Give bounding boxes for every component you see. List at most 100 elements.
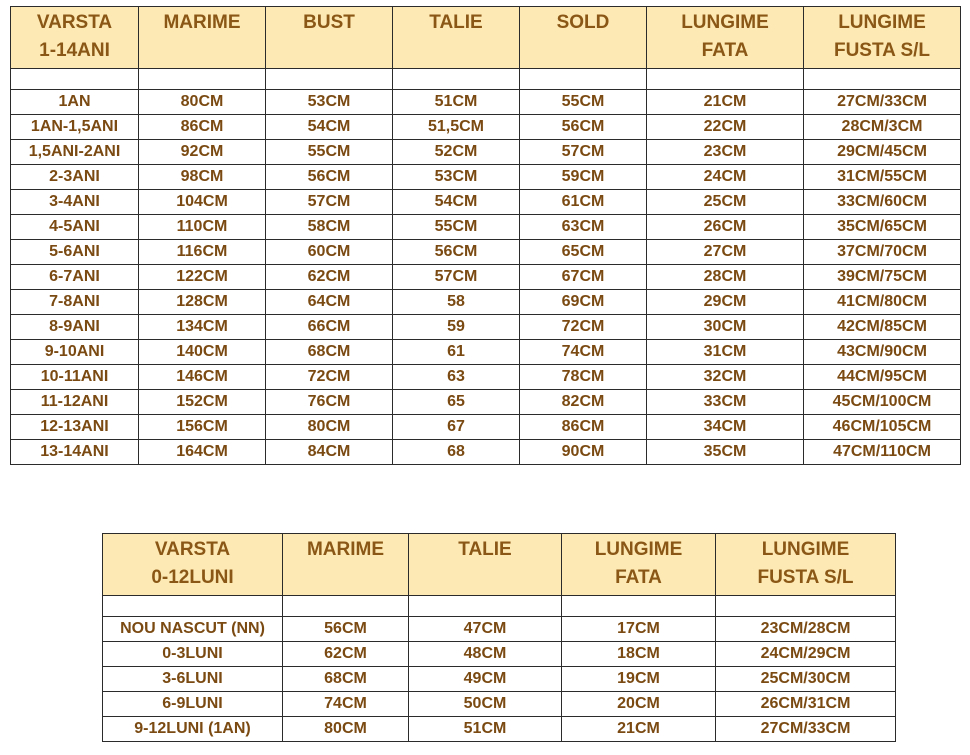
table-cell: 19CM	[561, 666, 716, 692]
table-cell: 57CM	[519, 139, 647, 165]
table-cell: 22CM	[646, 114, 804, 140]
empty-cell	[519, 68, 647, 90]
table-cell: 61CM	[519, 189, 647, 215]
table-cell: 59	[392, 314, 520, 340]
table-cell: 1AN	[10, 89, 139, 115]
table-cell: 56CM	[282, 616, 409, 642]
column-header-line: 0-12LUNI	[151, 567, 234, 588]
table-cell: 25CM	[646, 189, 804, 215]
table-row: 7-8ANI 128CM 64CM 58 69CM 29CM 41CM/80CM	[10, 289, 961, 315]
table-cell: 0-3LUNI	[102, 641, 283, 667]
empty-cell	[102, 595, 283, 617]
table-cell: 18CM	[561, 641, 716, 667]
table-cell: 24CM/29CM	[715, 641, 896, 667]
column-header: SOLD	[519, 6, 647, 69]
table-row: 12-13ANI 156CM 80CM 67 86CM 34CM 46CM/105CM	[10, 414, 961, 440]
table-cell: 27CM/33CM	[715, 716, 896, 742]
table-row: 1AN-1,5ANI 86CM 54CM 51,5CM 56CM 22CM 28CM/3CM	[10, 114, 961, 140]
column-header: VARSTA 1-14ANI	[10, 6, 139, 69]
table-row: 6-9LUNI 74CM 50CM 20CM 26CM/31CM	[102, 691, 896, 717]
table-cell: 56CM	[392, 239, 520, 265]
table-cell: 64CM	[265, 289, 393, 315]
table-cell: 59CM	[519, 164, 647, 190]
table-cell: 44CM/95CM	[803, 364, 961, 390]
table-cell: 27CM/33CM	[803, 89, 961, 115]
table-cell: 26CM/31CM	[715, 691, 896, 717]
empty-cell	[138, 68, 266, 90]
table-cell: 46CM/105CM	[803, 414, 961, 440]
empty-cell	[646, 68, 804, 90]
table-cell: 164CM	[138, 439, 266, 465]
column-header-line: FUSTA S/L	[757, 567, 854, 588]
table-row: 8-9ANI 134CM 66CM 59 72CM 30CM 42CM/85CM	[10, 314, 961, 340]
empty-cell	[265, 68, 393, 90]
table-cell: 12-13ANI	[10, 414, 139, 440]
column-header: TALIE	[408, 533, 562, 596]
column-header-line: FATA	[701, 40, 749, 61]
table-cell: 54CM	[392, 189, 520, 215]
table-cell: 47CM/110CM	[803, 439, 961, 465]
column-header-line: VARSTA	[154, 539, 231, 560]
table-cell: 17CM	[561, 616, 716, 642]
table-cell: 28CM	[646, 264, 804, 290]
empty-cell	[282, 595, 409, 617]
table-cell: 90CM	[519, 439, 647, 465]
table-cell: 43CM/90CM	[803, 339, 961, 365]
table-cell: 41CM/80CM	[803, 289, 961, 315]
table-cell: 47CM	[408, 616, 562, 642]
table-row: 1AN 80CM 53CM 51CM 55CM 21CM 27CM/33CM	[10, 89, 961, 115]
table-cell: 13-14ANI	[10, 439, 139, 465]
table-row: 5-6ANI 116CM 60CM 56CM 65CM 27CM 37CM/70CM	[10, 239, 961, 265]
table-row: 0-3LUNI 62CM 48CM 18CM 24CM/29CM	[102, 641, 896, 667]
table-row: 1,5ANI-2ANI 92CM 55CM 52CM 57CM 23CM 29CM/45CM	[10, 139, 961, 165]
table-cell: 20CM	[561, 691, 716, 717]
table-cell: 8-9ANI	[10, 314, 139, 340]
table-cell: 52CM	[392, 139, 520, 165]
table-cell: 62CM	[265, 264, 393, 290]
table-cell: 65CM	[519, 239, 647, 265]
column-header-line: FUSTA S/L	[833, 40, 931, 61]
table-cell: 4-5ANI	[10, 214, 139, 240]
table-row: NOU NASCUT (NN) 56CM 47CM 17CM 23CM/28CM	[102, 616, 896, 642]
table-cell: 45CM/100CM	[803, 389, 961, 415]
table-cell: 74CM	[282, 691, 409, 717]
table-cell: 128CM	[138, 289, 266, 315]
column-header-line: MARIME	[306, 539, 385, 560]
table-cell: 29CM	[646, 289, 804, 315]
table-row: 4-5ANI 110CM 58CM 55CM 63CM 26CM 35CM/65CM	[10, 214, 961, 240]
table-cell: 156CM	[138, 414, 266, 440]
table-cell: 80CM	[138, 89, 266, 115]
table-cell: 110CM	[138, 214, 266, 240]
table-cell: 53CM	[265, 89, 393, 115]
table-row: 13-14ANI 164CM 84CM 68 90CM 35CM 47CM/110CM	[10, 439, 961, 465]
table-cell: 84CM	[265, 439, 393, 465]
table-cell: 63	[392, 364, 520, 390]
column-header: MARIME	[138, 6, 266, 69]
table-cell: 35CM	[646, 439, 804, 465]
table-cell: 65	[392, 389, 520, 415]
table-cell: 140CM	[138, 339, 266, 365]
table-row: 3-4ANI 104CM 57CM 54CM 61CM 25CM 33CM/60CM	[10, 189, 961, 215]
table-cell: 62CM	[282, 641, 409, 667]
spacer-row	[10, 68, 961, 90]
table-cell: 1AN-1,5ANI	[10, 114, 139, 140]
column-header-line: SOLD	[556, 12, 610, 33]
table-cell: 23CM	[646, 139, 804, 165]
table-cell: 58	[392, 289, 520, 315]
table-row: 2-3ANI 98CM 56CM 53CM 59CM 24CM 31CM/55CM	[10, 164, 961, 190]
table-cell: 37CM/70CM	[803, 239, 961, 265]
table-cell: 32CM	[646, 364, 804, 390]
table-cell: 29CM/45CM	[803, 139, 961, 165]
table-cell: 72CM	[265, 364, 393, 390]
size-table-0-12-months: VARSTA 0-12LUNI MARIME TALIE LUNGIME FATA LUNG…	[102, 533, 896, 742]
table-cell: 9-10ANI	[10, 339, 139, 365]
table-cell: 92CM	[138, 139, 266, 165]
table-cell: 54CM	[265, 114, 393, 140]
table-row: 11-12ANI 152CM 76CM 65 82CM 33CM 45CM/100CM	[10, 389, 961, 415]
table-cell: 51CM	[392, 89, 520, 115]
table-row: 9-10ANI 140CM 68CM 61 74CM 31CM 43CM/90CM	[10, 339, 961, 365]
table-cell: 27CM	[646, 239, 804, 265]
table-cell: 86CM	[519, 414, 647, 440]
empty-cell	[561, 595, 716, 617]
table-cell: 55CM	[265, 139, 393, 165]
